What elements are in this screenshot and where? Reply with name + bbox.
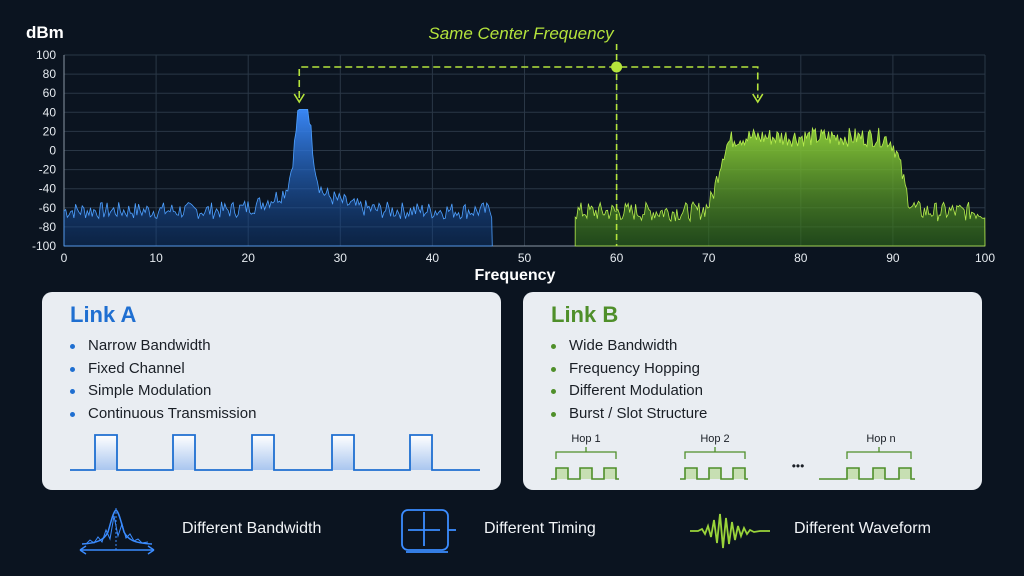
- x-axis-label: Frequency: [475, 267, 556, 284]
- y-tick-label: -60: [39, 201, 57, 215]
- x-tick-label: 40: [426, 251, 440, 265]
- x-tick-label: 30: [334, 251, 348, 265]
- bullet-text: Different Modulation: [569, 382, 703, 399]
- bullet-dot-icon: [551, 389, 556, 394]
- x-tick-label: 90: [886, 251, 900, 265]
- link-b-bullet: Different Modulation: [551, 380, 707, 403]
- burst-train: [551, 467, 619, 480]
- bullet-dot-icon: [70, 366, 75, 372]
- y-tick-label: 20: [43, 124, 57, 138]
- burst-fill: [899, 468, 911, 479]
- hopping-burst-diagram: Hop 1 Hop 2 Hop n •••: [551, 433, 915, 480]
- burst-fill: [709, 468, 721, 479]
- burst-fill: [873, 468, 885, 479]
- bullet-text: Wide Bandwidth: [569, 337, 678, 354]
- link-b-title: Link B: [551, 302, 619, 327]
- bullet-dot-icon: [70, 344, 75, 349]
- burst-train: [680, 467, 748, 480]
- link-b-spectrum: [574, 126, 986, 247]
- pulse-fill: [252, 435, 274, 470]
- bullet-dot-icon: [70, 411, 75, 417]
- hop-n-label: Hop n: [866, 433, 895, 445]
- pulse-fill: [332, 435, 354, 470]
- continuous-pulse-train: [70, 434, 480, 471]
- y-tick-label: 0: [49, 144, 56, 158]
- legend-waveform: Different Waveform: [688, 506, 968, 556]
- bullet-text: Fixed Channel: [88, 359, 185, 377]
- bullet-dot-icon: [551, 344, 556, 349]
- timing-icon: [401, 509, 456, 553]
- legend-timing: Different Timing: [396, 506, 656, 556]
- burst-fill: [604, 468, 616, 479]
- center-marker-dot: [611, 61, 623, 73]
- x-tick-label: 0: [61, 251, 68, 265]
- y-tick-label: -20: [39, 163, 57, 177]
- link-b-bullet: Burst / Slot Structure: [551, 403, 707, 426]
- bullet-text: Continuous Transmission: [88, 404, 257, 422]
- y-tick-label: 100: [36, 48, 56, 62]
- bullet-text: Burst / Slot Structure: [569, 404, 708, 422]
- burst-fill: [556, 468, 568, 479]
- y-tick-label: -40: [39, 182, 57, 196]
- x-tick-label: 60: [610, 251, 624, 265]
- link-b-card: Link B Wide Bandwidth Frequency Hopping …: [523, 292, 982, 490]
- link-a-bullet: Simple Modulation: [70, 380, 256, 403]
- x-tick-label: 100: [975, 251, 995, 265]
- burst-fill: [733, 468, 745, 479]
- y-tick-label: 80: [43, 67, 57, 81]
- y-tick-label: -100: [32, 239, 56, 253]
- y-tick-label: -80: [39, 220, 57, 234]
- hop-1-label: Hop 1: [571, 433, 600, 445]
- link-a-card: Link A Narrow Bandwidth Fixed Channel Si…: [42, 292, 501, 490]
- hop-2-label: Hop 2: [700, 433, 729, 445]
- spectrum-chart: 100 80 60 40 20 0 -20 -40 -60 -80 -100 0 10 20 30 40 50 6…: [26, 23, 995, 284]
- pulse-fill: [173, 435, 195, 470]
- ellipsis-text: •••: [792, 459, 805, 473]
- link-a-bullet: Continuous Transmission: [70, 403, 256, 426]
- link-a-bullet: Narrow Bandwidth: [70, 335, 256, 358]
- annotation-bracket: [298, 66, 759, 98]
- burst-fill: [847, 468, 859, 479]
- burst-fill: [580, 468, 592, 479]
- legend-timing-label: Different Timing: [484, 520, 596, 537]
- arrow-down-icon: [293, 93, 305, 104]
- link-a-spectrum: [63, 109, 493, 247]
- waveform-icon: [690, 513, 770, 549]
- link-b-bullet-list: Wide Bandwidth Frequency Hopping Differe…: [551, 335, 707, 425]
- link-a-bullet: Fixed Channel: [70, 358, 256, 381]
- x-tick-label: 10: [149, 251, 163, 265]
- bullet-text: Narrow Bandwidth: [88, 337, 211, 354]
- x-tick-label: 80: [794, 251, 808, 265]
- bullet-dot-icon: [551, 366, 556, 372]
- link-b-bullet: Frequency Hopping: [551, 358, 707, 381]
- y-axis-label: dBm: [26, 23, 64, 42]
- continuous-pulse-diagram: [70, 434, 480, 471]
- pulse-fill: [410, 435, 432, 470]
- y-tick-label: 40: [43, 105, 57, 119]
- legend-waveform-label: Different Waveform: [794, 520, 931, 537]
- chart-title: Same Center Frequency: [428, 24, 615, 43]
- burst-train: [819, 467, 915, 480]
- legend-bandwidth-label: Different Bandwidth: [182, 520, 322, 537]
- burst-fill: [685, 468, 697, 479]
- bullet-text: Simple Modulation: [88, 382, 212, 399]
- link-a-title: Link A: [70, 302, 137, 327]
- y-tick-label: 60: [43, 86, 57, 100]
- x-tick-label: 70: [702, 251, 716, 265]
- hop-bracket: [846, 447, 912, 459]
- arrow-down-icon: [752, 93, 764, 104]
- x-tick-label: 50: [518, 251, 532, 265]
- link-b-bullet: Wide Bandwidth: [551, 335, 707, 358]
- bullet-dot-icon: [70, 389, 75, 394]
- x-tick-label: 20: [242, 251, 256, 265]
- hop-bracket: [684, 447, 746, 459]
- hop-bracket: [555, 447, 617, 459]
- bullet-text: Frequency Hopping: [569, 359, 700, 377]
- bandwidth-icon: [79, 508, 155, 555]
- legend-bandwidth: Different Bandwidth: [76, 506, 376, 556]
- bullet-dot-icon: [551, 411, 556, 417]
- pulse-fill: [95, 435, 117, 470]
- link-a-bullet-list: Narrow Bandwidth Fixed Channel Simple Mo…: [70, 335, 256, 425]
